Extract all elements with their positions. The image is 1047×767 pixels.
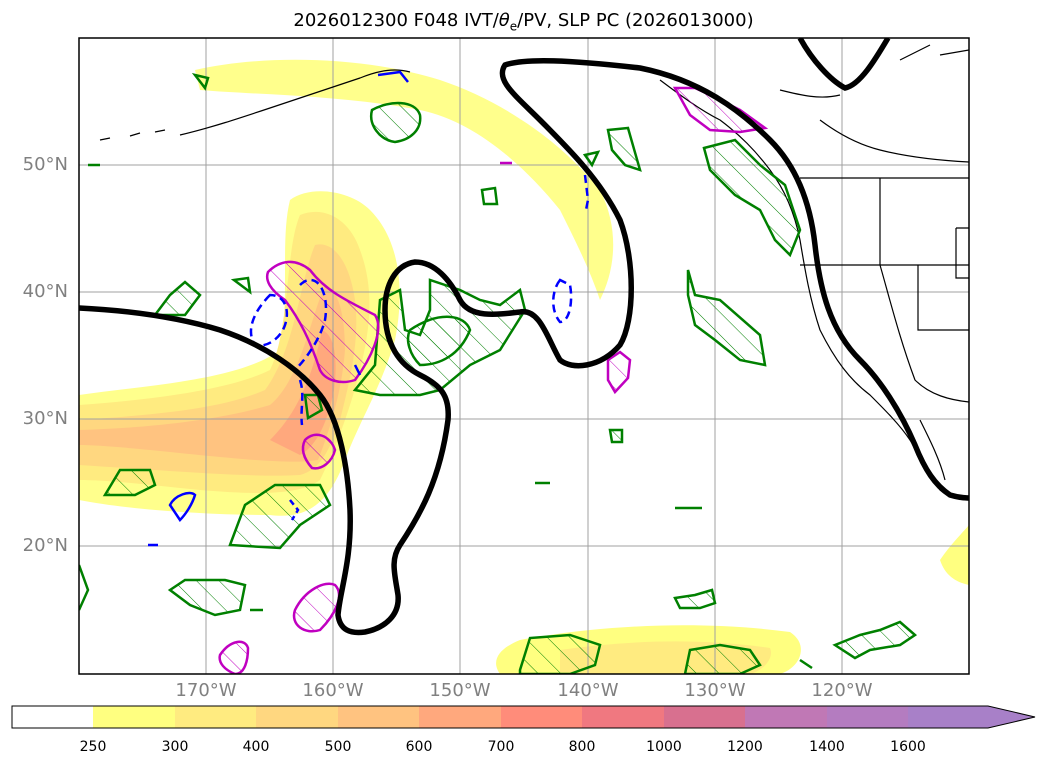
colorbar-tick: 1400 xyxy=(809,739,845,755)
pv-contours-magenta xyxy=(218,86,769,674)
lon-label-120w: 120°W xyxy=(811,680,873,701)
colorbar-tick: 250 xyxy=(79,739,107,755)
colorbar-segment-6 xyxy=(419,706,501,728)
lat-label-40n: 40°N xyxy=(22,281,68,302)
lat-label-50n: 50°N xyxy=(22,154,68,175)
colorbar-segment-1 xyxy=(12,706,93,728)
colorbar-tick: 600 xyxy=(405,739,433,755)
colorbar-segment-11 xyxy=(827,706,908,728)
lon-label-170w: 170°W xyxy=(175,680,237,701)
colorbar-tick: 700 xyxy=(487,739,515,755)
colorbar-segment-10 xyxy=(745,706,827,728)
colorbar-tick: 300 xyxy=(161,739,189,755)
colorbar-tick: 500 xyxy=(324,739,352,755)
colorbar-segment-5 xyxy=(338,706,419,728)
colorbar-extend-arrow xyxy=(988,706,1035,728)
lat-label-30n: 30°N xyxy=(22,408,68,429)
lon-label-150w: 150°W xyxy=(429,680,491,701)
colorbar-segment-4 xyxy=(256,706,338,728)
colorbar-segment-3 xyxy=(175,706,256,728)
colorbar-tick: 800 xyxy=(568,739,596,755)
colorbar-segment-12 xyxy=(908,706,988,728)
pv-contours-green xyxy=(79,72,918,674)
colorbar-segment-7 xyxy=(501,706,582,728)
colorbar-segment-2 xyxy=(93,706,175,728)
colorbar-tick: 400 xyxy=(242,739,270,755)
map-title: 2026012300 F048 IVT/θe/PV, SLP PC (20260… xyxy=(293,10,754,34)
colorbar-segment-8 xyxy=(582,706,664,728)
colorbar-tick: 1600 xyxy=(890,739,926,755)
colorbar-tick: 1000 xyxy=(646,739,682,755)
graticule xyxy=(79,38,969,674)
colorbar-segment-9 xyxy=(664,706,745,728)
colorbar xyxy=(11,705,1036,729)
lon-label-130w: 130°W xyxy=(684,680,746,701)
lon-label-160w: 160°W xyxy=(302,680,364,701)
slp-contours xyxy=(79,38,969,636)
map-frame xyxy=(78,37,970,675)
colorbar-tick: 1200 xyxy=(727,739,763,755)
lat-label-20n: 20°N xyxy=(22,535,68,556)
lon-label-140w: 140°W xyxy=(557,680,619,701)
theta-e-contours xyxy=(148,70,590,547)
